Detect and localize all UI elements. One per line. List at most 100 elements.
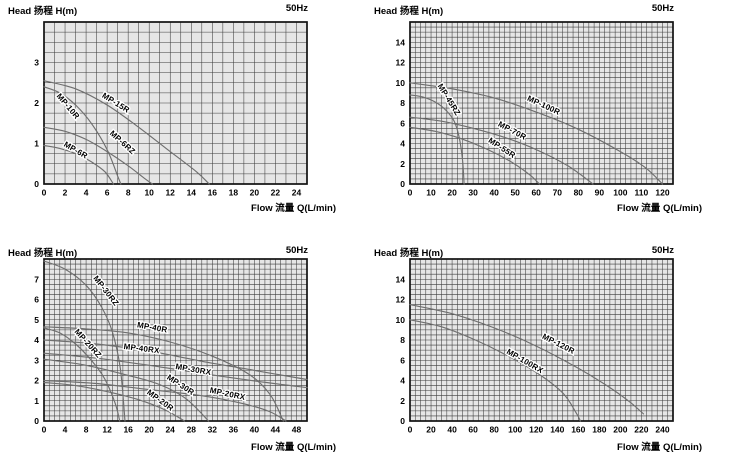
svg-text:110: 110 [635, 188, 649, 198]
svg-text:32: 32 [208, 425, 218, 435]
head-axis-title: Head 扬程 H(m) [374, 248, 444, 259]
svg-text:8: 8 [400, 98, 405, 108]
svg-text:2: 2 [400, 396, 405, 406]
svg-text:180: 180 [592, 425, 606, 435]
svg-text:7: 7 [34, 274, 39, 284]
svg-text:20: 20 [144, 425, 154, 435]
svg-text:100: 100 [613, 188, 627, 198]
curve-mp-6r [43, 144, 114, 185]
svg-text:16: 16 [123, 425, 133, 435]
curve-mp-10r [43, 86, 122, 185]
svg-text:160: 160 [571, 425, 585, 435]
curve-mp-30r [43, 358, 210, 422]
chart-quadrant-bottom-right: MP-120R MP-100RX 0 20 40 60 80 100 120 140 160 180 2… [366, 228, 732, 456]
curve-mp-100r [409, 82, 664, 185]
svg-text:50: 50 [510, 188, 520, 198]
frequency-label: 50Hz [285, 3, 308, 14]
svg-text:6: 6 [400, 355, 405, 365]
svg-text:70: 70 [553, 188, 563, 198]
svg-text:0: 0 [42, 425, 47, 435]
svg-text:14: 14 [396, 37, 406, 47]
svg-text:4: 4 [400, 376, 405, 386]
svg-text:30: 30 [468, 188, 478, 198]
frequency-label: 50Hz [651, 3, 674, 14]
flow-axis-title: Flow 流量 Q(L/min) [251, 442, 336, 453]
chart-quadrant-bottom-left: MP-30RZ MP-40R MP-20RZ MP-40RX MP-30RX MP-30R… [0, 228, 366, 456]
svg-text:10: 10 [396, 315, 406, 325]
chart-quadrant-top-right: MP-45RZ MP-100R MP-70R MP-55R 0 10 20 30 40 50 60 7… [366, 0, 732, 228]
svg-text:6: 6 [400, 118, 405, 128]
svg-text:20: 20 [250, 188, 260, 198]
svg-text:6: 6 [105, 188, 110, 198]
svg-text:20: 20 [447, 188, 457, 198]
svg-text:24: 24 [165, 425, 175, 435]
svg-text:8: 8 [126, 188, 131, 198]
svg-text:80: 80 [574, 188, 584, 198]
svg-text:6: 6 [34, 295, 39, 305]
svg-text:0: 0 [34, 416, 39, 426]
svg-text:140: 140 [550, 425, 564, 435]
svg-text:14: 14 [187, 188, 197, 198]
svg-text:20: 20 [426, 425, 436, 435]
svg-text:24: 24 [292, 188, 302, 198]
head-axis-title: Head 扬程 H(m) [8, 6, 78, 17]
svg-text:4: 4 [400, 139, 405, 149]
svg-text:60: 60 [531, 188, 541, 198]
curve-mp-20rx [43, 379, 287, 422]
svg-text:90: 90 [595, 188, 605, 198]
frequency-label: 50Hz [285, 245, 308, 256]
svg-text:0: 0 [400, 179, 405, 189]
curve-mp-6rz [43, 126, 153, 185]
svg-text:220: 220 [634, 425, 648, 435]
svg-text:10: 10 [144, 188, 154, 198]
flow-axis-title: Flow 流量 Q(L/min) [251, 203, 336, 214]
curve-mp-20rz [43, 327, 121, 422]
svg-text:10: 10 [396, 78, 406, 88]
svg-text:200: 200 [613, 425, 627, 435]
svg-text:2: 2 [63, 188, 68, 198]
svg-text:100: 100 [508, 425, 522, 435]
curve-mp-120r [409, 304, 645, 415]
curve-mp-30rx [43, 352, 308, 389]
svg-text:5: 5 [34, 315, 39, 325]
svg-text:44: 44 [271, 425, 281, 435]
svg-text:120: 120 [655, 188, 669, 198]
svg-text:16: 16 [208, 188, 218, 198]
axis-tick-labels: 0 20 40 60 80 100 120 140 160 180 200 220 240 0 2 4 6 8 10… [396, 274, 670, 434]
svg-text:12: 12 [165, 188, 175, 198]
svg-text:0: 0 [34, 179, 39, 189]
curve-mp-20r [43, 381, 185, 422]
svg-text:4: 4 [63, 425, 68, 435]
chart-quadrant-top-left: MP-15R MP-10R MP-6RZ MP-6R 0 2 4 6 8 10 12 14 16 18 20… [0, 0, 366, 228]
svg-text:28: 28 [187, 425, 197, 435]
head-axis-title: Head 扬程 H(m) [8, 248, 78, 259]
svg-text:40: 40 [447, 425, 457, 435]
curve-mp-55r [409, 126, 540, 185]
curve-mp-40rx [43, 339, 308, 381]
svg-text:0: 0 [408, 188, 413, 198]
svg-text:14: 14 [396, 274, 406, 284]
curve-mp-40r [43, 326, 284, 422]
frequency-label: 50Hz [651, 245, 674, 256]
svg-text:22: 22 [271, 188, 281, 198]
svg-text:12: 12 [102, 425, 112, 435]
svg-text:80: 80 [489, 425, 499, 435]
axis-tick-labels: 0 10 20 30 40 50 60 70 80 90 100 110 120 0 2 4 6 8 10 12 14 [396, 37, 670, 197]
svg-text:0: 0 [408, 425, 413, 435]
svg-text:2: 2 [34, 376, 39, 386]
curve-mp-70r [409, 116, 594, 185]
svg-text:12: 12 [396, 58, 406, 68]
flow-axis-title: Flow 流量 Q(L/min) [617, 203, 702, 214]
curve-mp-30rz [43, 260, 126, 422]
svg-text:240: 240 [655, 425, 669, 435]
svg-text:40: 40 [250, 425, 260, 435]
svg-text:0: 0 [400, 416, 405, 426]
svg-text:4: 4 [84, 188, 89, 198]
svg-text:4: 4 [34, 335, 39, 345]
